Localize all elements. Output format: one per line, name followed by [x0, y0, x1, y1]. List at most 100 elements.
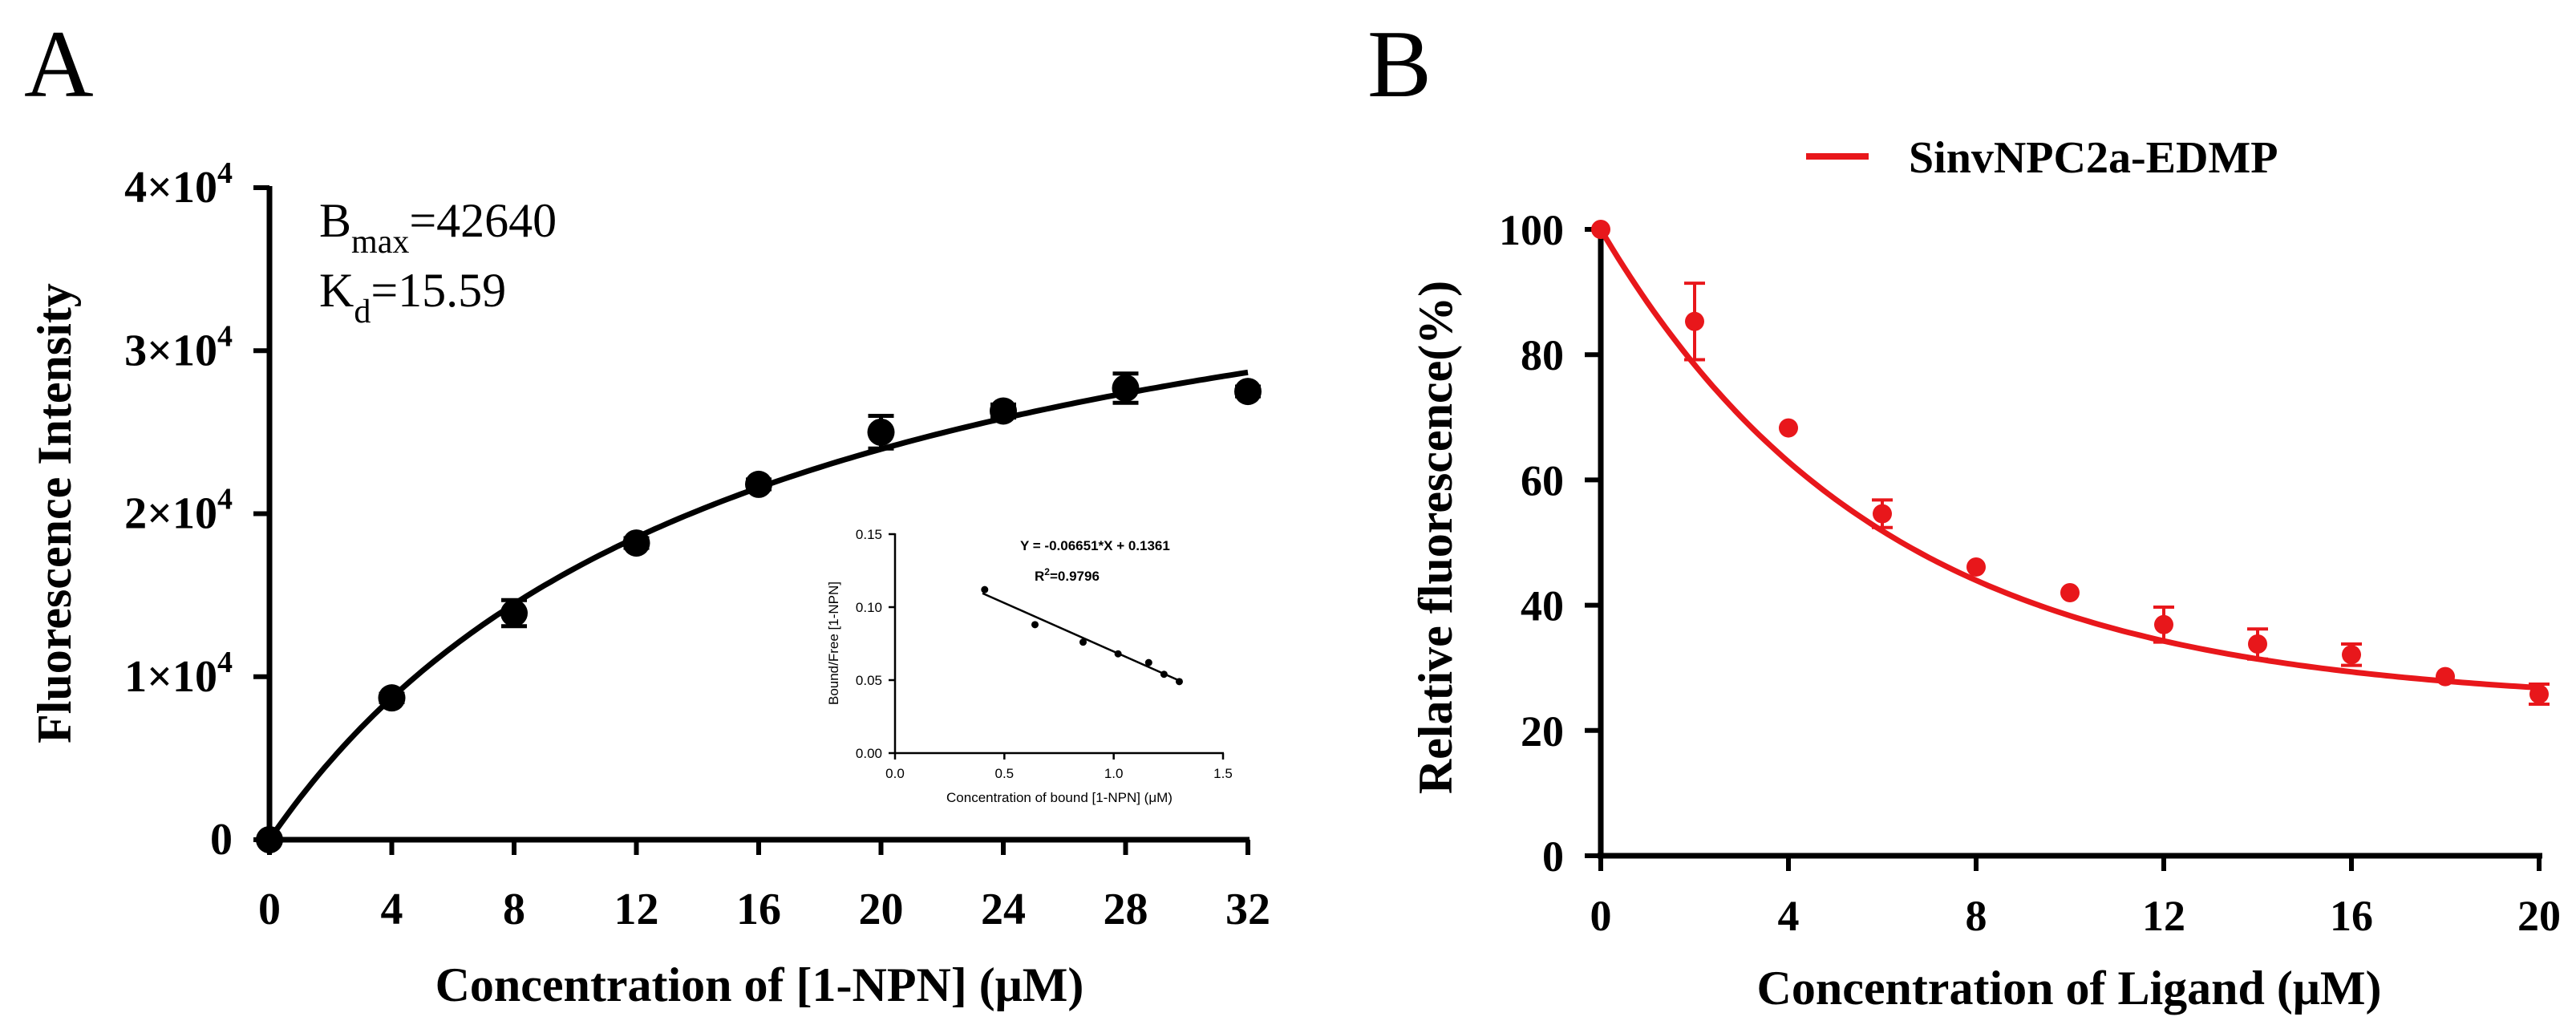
panel-a-x-ticks: 0 4 8 12 16 20 24 28 32 — [258, 840, 1270, 934]
inset-x-tick-label: 0.5 — [995, 766, 1015, 781]
panel-b-axes: 0 4 8 12 16 20 0 20 40 60 80 100 — [1499, 206, 2561, 940]
inset-y-ticks: 0.00 0.05 0.10 0.15 — [856, 527, 895, 761]
panel-b-letter: B — [1367, 10, 1432, 117]
panel-b-legend: SinvNPC2a-EDMP — [1806, 133, 2278, 183]
inset-regression-line — [982, 592, 1180, 682]
inset-x-tick-label: 1.5 — [1213, 766, 1233, 781]
panel-b-data-point — [2248, 634, 2267, 654]
panel-b: B SinvNPC2a-EDMP 0 4 8 12 16 20 020406080100 … — [1367, 10, 2561, 1015]
panel-a-data-point — [1234, 378, 1262, 406]
panel-b-x-tick-label: 4 — [1778, 892, 1800, 940]
bmax-symbol: B — [319, 194, 351, 247]
panel-b-y-tick-label: 20 — [1521, 707, 1564, 756]
panel-b-x-tick-label: 12 — [2142, 892, 2185, 940]
inset-equation: Y = -0.06651*X + 0.1361 — [1020, 538, 1170, 553]
inset-r-squared: R2=0.9796 — [1035, 566, 1100, 584]
bmax-value: =42640 — [409, 194, 557, 247]
panel-a-y-tick-mantissa: 0 — [210, 815, 233, 865]
inset-x-ticks: 0.0 0.5 1.0 1.5 — [885, 753, 1233, 781]
bmax-subscript: max — [351, 224, 409, 261]
panel-a-y-axis-label: Fluorescence Intensity — [28, 283, 81, 743]
panel-a-y-tick-label: 0 — [210, 815, 233, 865]
panel-a-y-tick-exponent: 4 — [217, 483, 233, 516]
panel-a-x-tick-label: 32 — [1225, 885, 1270, 934]
panel-a-points — [256, 374, 1262, 853]
panel-a-data-point — [867, 418, 895, 446]
panel-a-data-point — [256, 826, 283, 853]
panel-a-y-tick-label: 2×104 — [124, 483, 233, 539]
panel-a-x-tick-label: 4 — [381, 885, 403, 934]
panel-b-data-point — [2154, 614, 2173, 634]
inset-points — [981, 585, 1183, 686]
panel-b-data-point — [2436, 666, 2455, 687]
panel-b-x-tick-label: 20 — [2517, 892, 2561, 940]
panel-a-x-tick-label: 20 — [859, 885, 904, 934]
panel-b-x-tick-label: 8 — [1966, 892, 1987, 940]
inset-y-tick-label: 0.00 — [856, 746, 882, 761]
panel-b-y-tick-label: 0 — [1542, 832, 1564, 881]
inset-data-point — [1079, 638, 1087, 646]
panel-b-data-point — [2060, 582, 2080, 602]
panel-a-x-tick-label: 28 — [1104, 885, 1148, 934]
panel-b-data-point — [1779, 418, 1798, 438]
panel-a-data-point — [990, 397, 1017, 425]
inset-x-tick-label: 1.0 — [1104, 766, 1124, 781]
panel-a-y-tick-label: 3×104 — [124, 319, 233, 375]
panel-a-y-tick-mantissa: 2×10 — [124, 489, 217, 539]
panel-a-y-tick-mantissa: 1×10 — [124, 652, 217, 702]
panel-a-x-tick-label: 24 — [981, 885, 1026, 934]
inset-data-point — [1160, 670, 1168, 679]
kd-subscript: d — [354, 294, 371, 330]
panel-b-points — [1591, 220, 2549, 704]
panel-a-x-tick-label: 8 — [503, 885, 525, 934]
panel-b-x-tick-label: 16 — [2330, 892, 2373, 940]
panel-b-fit-curve — [1598, 228, 2540, 691]
inset-data-point — [1144, 658, 1152, 666]
panel-a-data-point — [500, 599, 528, 627]
panel-a-data-point — [378, 684, 406, 712]
inset-y-tick-label: 0.05 — [856, 673, 882, 688]
panel-a-data-point — [622, 529, 650, 557]
panel-a-data-point — [745, 470, 772, 498]
inset-x-tick-label: 0.0 — [885, 766, 905, 781]
panel-b-data-point — [1685, 311, 1704, 331]
kd-annotation: Kd=15.59 — [319, 264, 506, 330]
inset-data-point — [981, 585, 989, 593]
panel-b-data-point — [1966, 557, 1986, 577]
legend-label-sinvnpc2a-edmp: SinvNPC2a-EDMP — [1909, 133, 2278, 183]
inset-y-tick-label: 0.10 — [856, 600, 882, 615]
panel-b-y-tick-label: 80 — [1521, 331, 1564, 379]
panel-b-x-axis-label: Concentration of Ligand (μM) — [1757, 962, 2382, 1015]
panel-a-inset: 0.0 0.5 1.0 1.5 0.00 0.05 0.10 0.15 Y = -0.066… — [826, 527, 1233, 805]
panel-a-y-tick-mantissa: 3×10 — [124, 326, 217, 375]
panel-b-data-point — [1591, 220, 1610, 239]
panel-b-y-ticks: 0 20 40 60 80 100 — [1499, 206, 1601, 881]
panel-a-y-tick-label: 4×104 — [124, 156, 233, 213]
panel-a-letter: A — [24, 10, 94, 117]
panel-a-x-tick-label: 12 — [614, 885, 659, 934]
inset-r2-symbol: R — [1035, 569, 1044, 584]
panel-b-x-tick-label: 0 — [1590, 892, 1612, 940]
bmax-annotation: Bmax=42640 — [319, 194, 557, 261]
inset-data-point — [1114, 650, 1122, 658]
kd-symbol: K — [319, 264, 354, 317]
panel-a-x-tick-label: 0 — [258, 885, 281, 934]
inset-r2-value: =0.9796 — [1050, 569, 1100, 584]
panel-a-y-tick-exponent: 4 — [217, 156, 233, 190]
panel-a-y-tick-label: 1×104 — [124, 646, 233, 702]
panel-b-x-ticks: 0 4 8 12 16 20 — [1590, 856, 2561, 940]
inset-r2-exponent: 2 — [1044, 566, 1050, 577]
panel-b-y-axis-label: Relative fluorescence(%) — [1409, 281, 1462, 794]
inset-y-axis-label: Bound/Free [1-NPN] — [826, 581, 841, 705]
panel-a-data-point — [1112, 374, 1140, 402]
inset-x-axis-label: Concentration of bound [1-NPN] (μM) — [946, 790, 1173, 805]
inset-y-tick-label: 0.15 — [856, 527, 882, 542]
panel-a-y-tick-mantissa: 4×10 — [124, 163, 217, 213]
panel-b-data-point — [2342, 645, 2361, 665]
panel-b-data-point — [1873, 504, 1892, 524]
panel-b-data-point — [2529, 684, 2549, 704]
